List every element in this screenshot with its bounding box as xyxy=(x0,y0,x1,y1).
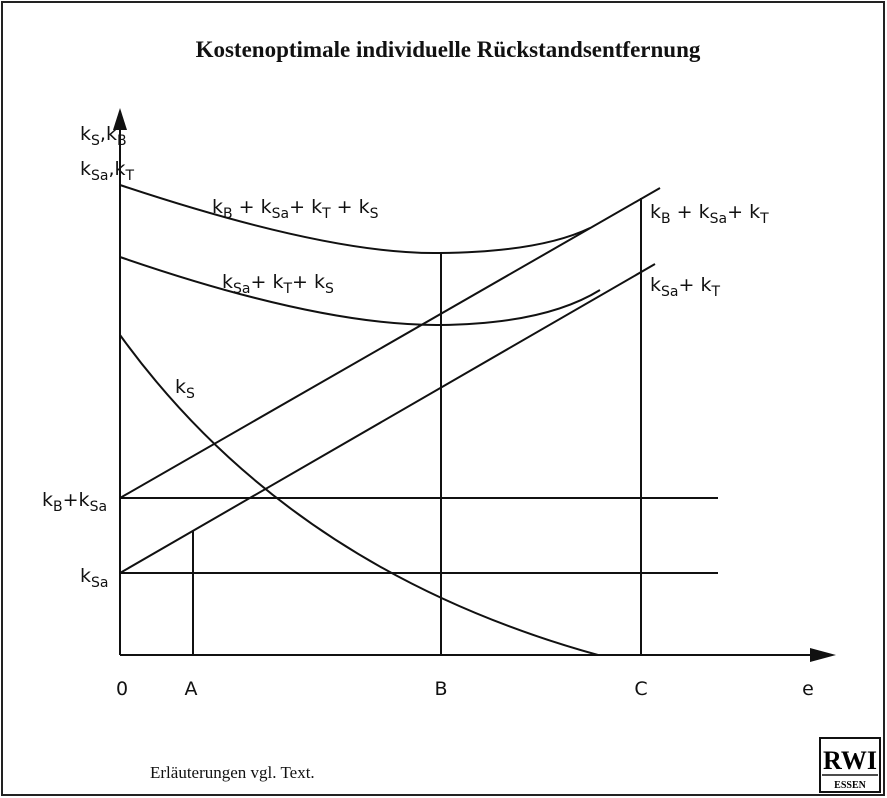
subscript: S xyxy=(186,386,195,402)
subscript: B xyxy=(661,211,671,227)
label-part: k xyxy=(80,565,91,587)
subscript: T xyxy=(710,284,720,300)
x-label: 0 xyxy=(116,678,128,700)
x-arrow xyxy=(810,648,836,662)
line-label: kB + kSa+ kT xyxy=(650,201,769,227)
x-label: A xyxy=(185,678,198,700)
label-part: +k xyxy=(63,489,90,511)
level-label: kSa xyxy=(80,565,108,591)
label-part: + k xyxy=(678,274,711,296)
label-part: k xyxy=(80,123,91,145)
subscript: Sa xyxy=(710,211,727,227)
logo-subtext: ESSEN xyxy=(834,780,866,791)
footnote: Erläuterungen vgl. Text. xyxy=(150,763,315,782)
y-axis-label: kS,kB xyxy=(80,123,127,149)
label-part: k xyxy=(650,201,661,223)
y-axis-label: kSa,kT xyxy=(80,158,135,184)
subscript: S xyxy=(91,133,100,149)
subscript: T xyxy=(759,211,769,227)
curve-partial xyxy=(119,256,601,327)
line-lower xyxy=(119,263,656,574)
label-part: ,k xyxy=(108,158,125,180)
curve-total xyxy=(119,184,591,255)
label-part: k xyxy=(212,196,223,218)
label-part: k xyxy=(650,274,661,296)
curve-label: kSa+ kT+ kS xyxy=(222,271,334,297)
logo-text: RWI xyxy=(823,746,877,775)
subscript: B xyxy=(223,206,233,222)
subscript: Sa xyxy=(91,575,108,591)
label-part: + k xyxy=(727,201,760,223)
label-part: ,k xyxy=(100,123,117,145)
subscript: Sa xyxy=(233,281,250,297)
x-label: B xyxy=(434,678,447,700)
subscript: Sa xyxy=(272,206,289,222)
line-label: kSa+ kT xyxy=(650,274,720,300)
curve-label: kB + kSa+ kT + kS xyxy=(212,196,379,222)
level-label: kB+kSa xyxy=(42,489,107,515)
label-part: + k xyxy=(671,201,710,223)
subscript: S xyxy=(325,281,334,297)
y-arrow xyxy=(113,108,127,130)
subscript: B xyxy=(117,133,127,149)
logo-box xyxy=(819,737,881,793)
label-part: + k xyxy=(331,196,370,218)
label-part: + k xyxy=(233,196,272,218)
curve-label: kS xyxy=(175,376,195,402)
subscript: T xyxy=(125,168,135,184)
label-part: + k xyxy=(292,271,325,293)
subscript: S xyxy=(370,206,379,222)
label-part: k xyxy=(175,376,186,398)
label-part: k xyxy=(222,271,233,293)
x-label: C xyxy=(634,678,647,700)
subscript: T xyxy=(282,281,292,297)
label-part: + k xyxy=(289,196,322,218)
subscript: B xyxy=(53,499,63,515)
title: Kostenoptimale individuelle Rückstandsen… xyxy=(196,37,701,62)
subscript: T xyxy=(321,206,331,222)
subscript: Sa xyxy=(661,284,678,300)
line-upper xyxy=(119,187,661,499)
x-label: e xyxy=(802,678,814,700)
subscript: Sa xyxy=(90,499,107,515)
label-part: k xyxy=(42,489,53,511)
subscript: Sa xyxy=(91,168,108,184)
curve-ks xyxy=(119,334,599,656)
label-part: + k xyxy=(250,271,283,293)
label-part: k xyxy=(80,158,91,180)
